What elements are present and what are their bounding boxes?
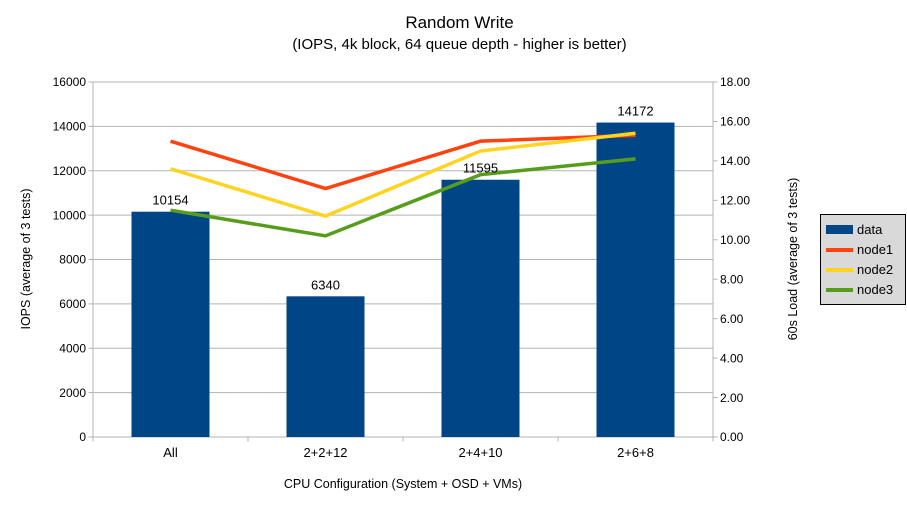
right-axis-tick-label: 8.00 xyxy=(720,272,744,286)
legend: data node1 node2 node3 xyxy=(820,214,906,305)
bar-2+2+12 xyxy=(286,296,365,437)
legend-swatch-node3 xyxy=(826,287,853,292)
line-node1 xyxy=(169,133,636,191)
left-axis-tick-label: 14000 xyxy=(53,120,87,134)
right-axis-tick-label: 10.00 xyxy=(720,233,750,247)
x-category-label: 2+2+12 xyxy=(303,445,347,460)
bar-value-label: 11595 xyxy=(463,161,498,176)
left-axis-tick-label: 16000 xyxy=(53,75,87,89)
legend-item-node1: node1 xyxy=(826,241,900,258)
right-axis-title: 60s Load (average of 3 tests) xyxy=(786,177,800,341)
bar-All xyxy=(131,211,210,437)
chart-title: Random Write xyxy=(405,13,514,32)
right-axis-tick-label: 2.00 xyxy=(720,391,744,405)
legend-label-node2: node2 xyxy=(857,262,894,277)
left-axis-tick-label: 12000 xyxy=(53,164,87,178)
left-axis-tick-label: 4000 xyxy=(59,341,86,355)
right-axis-tick-label: 6.00 xyxy=(720,312,744,326)
chart-subtitle: (IOPS, 4k block, 64 queue depth - higher… xyxy=(292,36,627,53)
bar-value-label: 6340 xyxy=(311,277,340,292)
bar-value-label: 10154 xyxy=(152,193,188,208)
legend-label-data: data xyxy=(857,222,883,237)
legend-label-node3: node3 xyxy=(857,282,894,297)
legend-swatch-data xyxy=(826,225,853,234)
right-axis-tick-label: 18.00 xyxy=(720,75,750,89)
legend-item-data: data xyxy=(826,221,900,238)
bar-value-label: 14172 xyxy=(617,104,653,119)
x-category-label: 2+6+8 xyxy=(617,445,654,460)
line-node2 xyxy=(169,131,636,218)
legend-item-node2: node2 xyxy=(826,261,900,278)
bar-2+4+10 xyxy=(441,179,520,437)
right-axis-tick-label: 12.00 xyxy=(720,194,750,208)
x-category-label: All xyxy=(163,445,178,460)
legend-item-node3: node3 xyxy=(826,281,900,298)
legend-swatch-node1 xyxy=(826,247,853,252)
right-axis-tick-label: 14.00 xyxy=(720,154,750,168)
left-axis-tick-label: 8000 xyxy=(59,253,86,267)
right-axis-tick-label: 0.00 xyxy=(720,430,744,444)
legend-label-node1: node1 xyxy=(857,242,894,257)
x-category-label: 2+4+10 xyxy=(458,445,502,460)
left-axis-title: IOPS (average of 3 tests) xyxy=(19,188,33,330)
x-axis-title: CPU Configuration (System + OSD + VMs) xyxy=(283,477,523,491)
bar-2+6+8 xyxy=(596,122,675,437)
legend-swatch-node2 xyxy=(826,267,853,272)
left-axis-tick-label: 6000 xyxy=(59,297,86,311)
left-axis-tick-label: 10000 xyxy=(53,208,87,222)
right-axis-tick-label: 4.00 xyxy=(720,351,744,365)
left-axis-tick-label: 2000 xyxy=(59,386,86,400)
line-node3 xyxy=(170,157,636,238)
left-axis-tick-label: 0 xyxy=(79,430,86,444)
right-axis-tick-label: 16.00 xyxy=(720,115,750,129)
